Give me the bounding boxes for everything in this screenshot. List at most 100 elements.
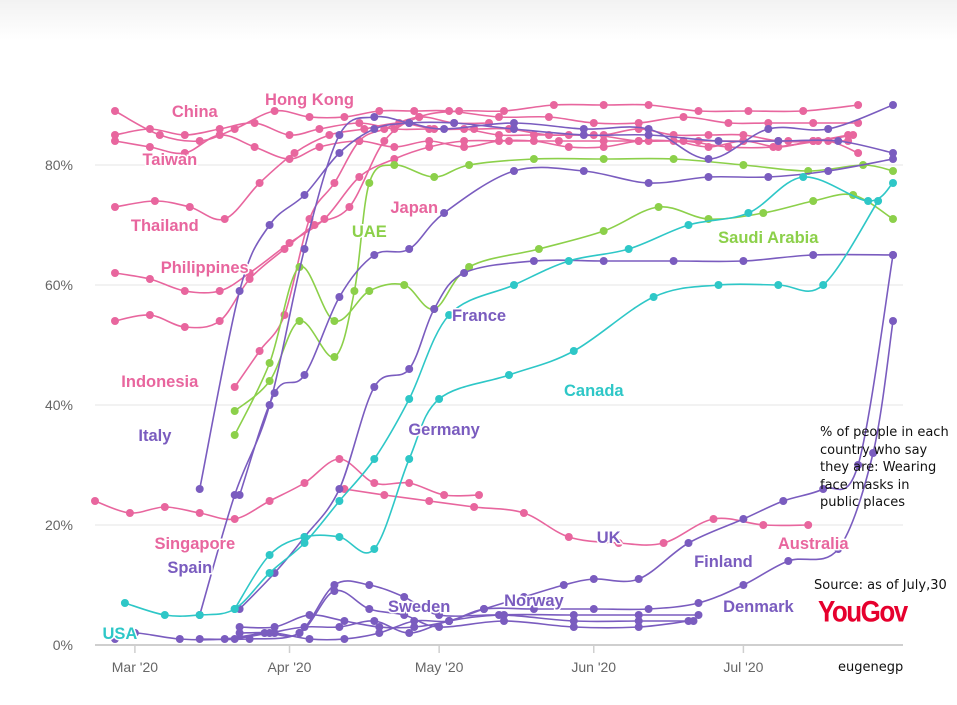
source-text: Source: as of July,30 — [814, 578, 947, 593]
chart-note: % of people in each country who say they… — [820, 425, 949, 511]
data-point-uk — [634, 575, 643, 583]
data-point-finland — [784, 557, 793, 565]
data-point-germany — [599, 257, 608, 265]
data-point-uk — [684, 539, 693, 547]
data-point-france — [764, 173, 773, 181]
series-line-france — [238, 158, 894, 496]
data-point-uk — [375, 623, 384, 631]
data-point-italy — [450, 119, 459, 127]
data-point-finland — [644, 605, 653, 613]
data-point-spain — [370, 113, 379, 121]
data-point-philippines — [180, 287, 189, 295]
data-point-usa — [564, 257, 573, 265]
data-point-spain — [579, 125, 588, 133]
data-point-australia — [519, 509, 528, 517]
data-point-france — [300, 371, 309, 379]
data-point-thailand — [769, 143, 778, 151]
data-point-thailand — [255, 179, 264, 187]
data-point-sweden — [365, 581, 374, 589]
data-point-australia — [804, 521, 813, 529]
data-point-china — [315, 125, 324, 133]
series-canada — [230, 197, 883, 613]
y-tick-label: 80% — [45, 157, 73, 173]
data-point-uae — [465, 161, 474, 169]
data-point-norway — [195, 635, 204, 643]
data-point-finland — [834, 545, 843, 553]
data-point-italy — [579, 131, 588, 139]
series-norway — [195, 587, 693, 643]
x-tick-label: Jul '20 — [723, 659, 763, 675]
data-point-australia — [709, 515, 718, 523]
data-point-uk — [235, 623, 244, 631]
data-point-uk — [519, 593, 528, 601]
data-point-indonesia — [180, 323, 189, 331]
data-point-germany — [460, 269, 469, 277]
series-label-japan: Japan — [390, 199, 438, 217]
data-point-saudi-arabia — [265, 359, 274, 367]
data-point-italy — [195, 485, 204, 493]
y-tick-label: 0% — [53, 637, 73, 653]
series-label-usa: USA — [102, 625, 137, 643]
data-point-sweden — [330, 581, 339, 589]
data-point-indonesia — [145, 311, 154, 319]
data-point-spain — [335, 131, 344, 139]
data-point-philippines — [245, 269, 254, 277]
series-line-singapore — [94, 458, 480, 521]
data-point-taiwan — [315, 143, 324, 151]
data-point-philippines — [425, 143, 434, 151]
data-point-saudi-arabia — [330, 317, 339, 325]
data-point-germany — [370, 383, 379, 391]
data-point-hong-kong — [305, 113, 314, 121]
data-point-taiwan — [425, 137, 434, 145]
data-point-indonesia — [345, 203, 354, 211]
data-point-australia — [470, 503, 479, 511]
data-point-philippines — [111, 269, 119, 277]
yougov-logo: YouGov — [818, 593, 908, 629]
grid-layer — [95, 164, 903, 646]
data-point-italy — [510, 125, 518, 133]
data-point-denmark — [445, 617, 454, 625]
data-point-usa — [300, 539, 309, 547]
data-point-australia — [425, 497, 434, 505]
data-point-sweden — [400, 593, 409, 601]
data-point-sweden — [111, 635, 119, 643]
data-point-germany — [335, 485, 344, 493]
series-label-norway: Norway — [504, 592, 564, 610]
data-point-norway — [400, 611, 409, 619]
data-point-uae — [230, 407, 239, 415]
data-point-singapore — [440, 491, 449, 499]
data-point-france — [440, 209, 449, 217]
data-point-saudi-arabia — [654, 203, 663, 211]
data-point-finland — [694, 599, 703, 607]
data-point-saudi-arabia — [889, 215, 897, 223]
data-point-china — [285, 131, 294, 139]
data-point-uae — [295, 317, 304, 325]
data-point-hong-kong — [724, 119, 733, 127]
data-point-germany — [739, 257, 748, 265]
data-point-japan — [255, 347, 264, 355]
data-point-germany — [405, 365, 414, 373]
series-layer — [91, 101, 897, 643]
data-point-philippines — [145, 275, 154, 283]
data-point-usa — [160, 611, 169, 619]
data-point-thailand — [290, 149, 299, 157]
data-point-taiwan — [599, 143, 608, 151]
series-line-saudi-arabia — [233, 193, 894, 436]
data-point-philippines — [694, 137, 703, 145]
data-point-denmark — [569, 611, 578, 619]
data-point-norway — [295, 629, 304, 637]
data-point-saudi-arabia — [465, 263, 474, 271]
data-point-finland — [410, 617, 419, 625]
data-point-uae — [330, 353, 339, 361]
data-point-usa — [889, 179, 897, 187]
data-point-norway — [330, 587, 339, 595]
data-point-china — [111, 131, 119, 139]
data-point-hong-kong — [230, 125, 239, 133]
series-uae — [230, 155, 897, 415]
data-point-uk — [559, 581, 568, 589]
data-point-denmark — [694, 611, 703, 619]
data-point-thailand — [849, 131, 858, 139]
data-point-denmark — [634, 611, 643, 619]
data-point-thailand — [325, 131, 334, 139]
data-point-sweden — [175, 635, 184, 643]
